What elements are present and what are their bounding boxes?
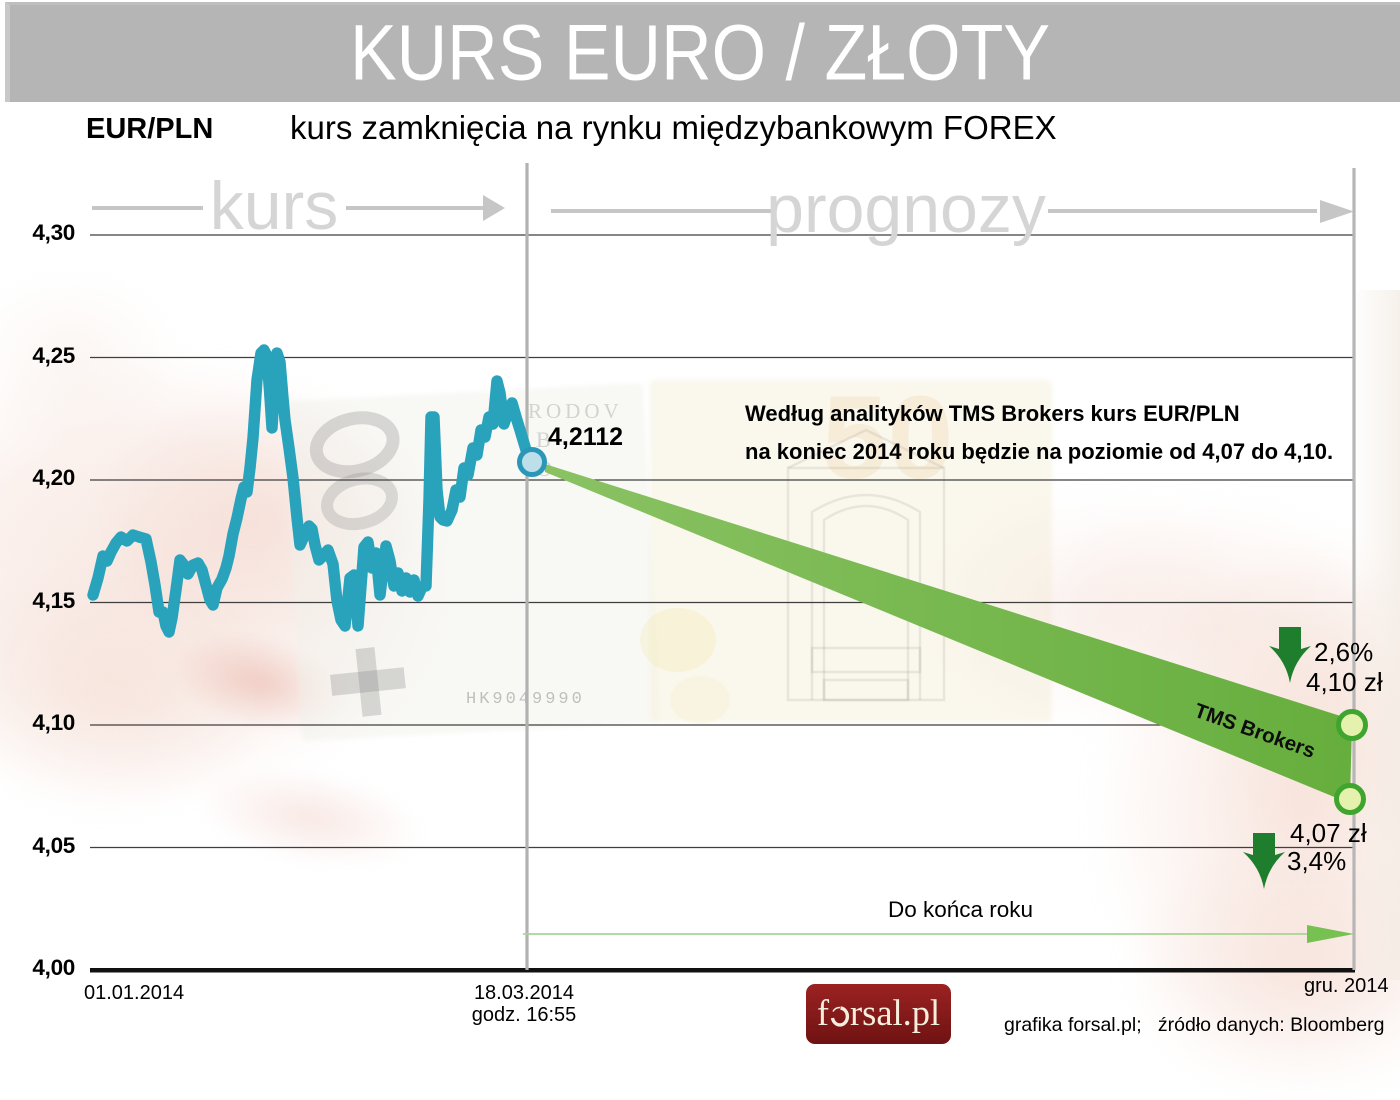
svg-text:kurs: kurs [210, 168, 338, 244]
svg-text:B: B [536, 427, 551, 452]
svg-text:50: 50 [822, 372, 953, 504]
svg-text:HK9049990: HK9049990 [466, 690, 585, 709]
svg-text:RODOV: RODOV [528, 399, 623, 423]
svg-text:prognozy: prognozy [766, 171, 1046, 247]
